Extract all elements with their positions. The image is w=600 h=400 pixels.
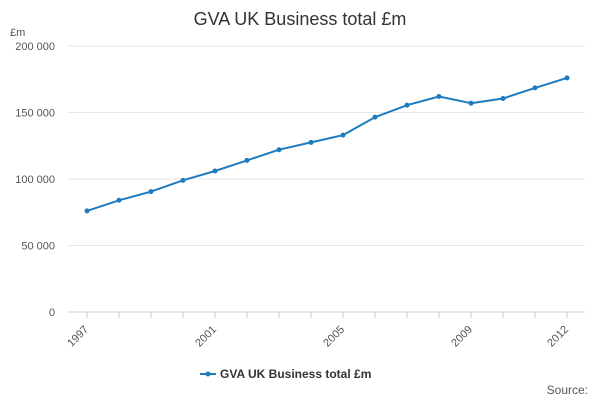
y-tick-label: 150 000 [15,108,55,120]
data-point [372,114,378,120]
data-point [532,85,538,91]
series-layer [84,75,570,214]
data-point [212,168,218,174]
source-label[interactable]: Source: [547,383,588,397]
x-tick-label: 2005 [321,324,347,350]
x-tick-label: 1997 [65,324,91,350]
data-point [84,208,90,214]
data-point [308,139,314,145]
x-tick-label: 2001 [193,324,219,350]
data-point [340,132,346,138]
data-point [276,147,282,153]
x-tick-label: 2009 [449,324,475,350]
data-point [244,157,250,163]
y-tick-label: 200 000 [15,41,55,53]
legend-label: GVA UK Business total £m [220,367,371,381]
data-point [564,75,570,81]
y-tick-label: 100 000 [15,174,55,186]
data-point [180,177,186,183]
series-line [86,76,568,212]
gridlines [68,45,585,313]
x-axis-ticks: 1997 2001 2005 2009 2012 [65,312,571,349]
y-tick-label: 0 [49,307,55,319]
data-point [116,197,122,203]
data-point [148,189,154,195]
legend-marker-icon [205,371,211,377]
y-axis-ticks: 0 50 000 100 000 150 000 200 000 [15,41,55,319]
x-tick-label: 2012 [545,324,571,350]
legend[interactable]: GVA UK Business total £m [200,367,371,381]
data-point [468,100,474,106]
data-point [436,94,442,100]
y-tick-label: 50 000 [21,241,55,253]
y-axis-unit-label: £m [10,27,25,39]
data-point [404,102,410,108]
data-point [500,96,506,102]
chart-title: GVA UK Business total £m [194,9,407,29]
